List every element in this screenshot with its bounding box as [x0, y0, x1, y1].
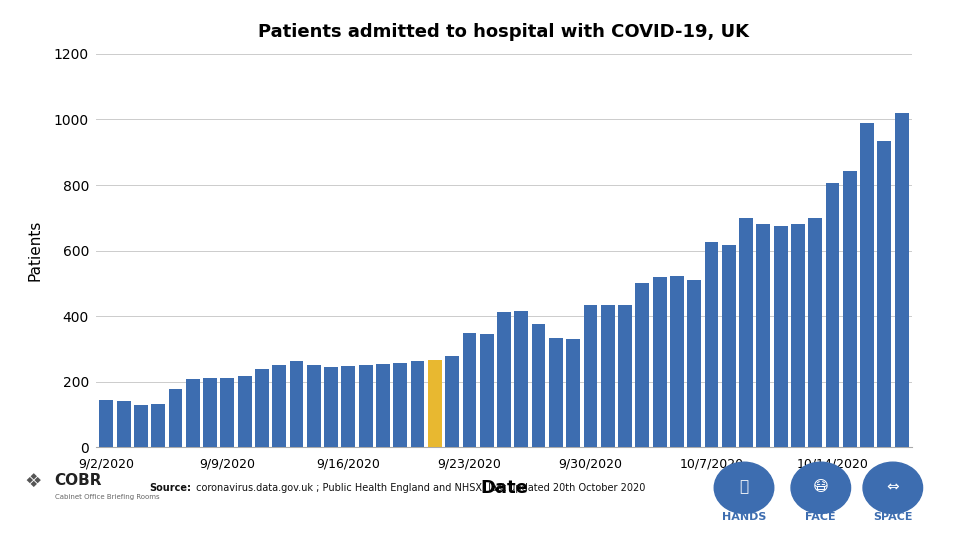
Bar: [204, 377, 217, 447]
Text: FACE: FACE: [805, 512, 836, 522]
Bar: [860, 123, 874, 447]
Text: 👋: 👋: [739, 479, 749, 494]
Bar: [566, 339, 580, 447]
Text: Cabinet Office Briefing Rooms: Cabinet Office Briefing Rooms: [55, 494, 159, 500]
Bar: [653, 277, 666, 447]
Bar: [359, 365, 372, 447]
Bar: [687, 280, 701, 447]
Bar: [342, 366, 355, 447]
Bar: [808, 218, 822, 447]
Bar: [532, 324, 545, 447]
Text: ❖: ❖: [24, 472, 41, 490]
Bar: [670, 276, 684, 447]
Y-axis label: Patients: Patients: [28, 220, 43, 281]
Bar: [152, 404, 165, 447]
Bar: [895, 113, 908, 447]
Bar: [169, 389, 182, 447]
Bar: [843, 171, 856, 447]
Bar: [134, 405, 148, 447]
Text: ⇔: ⇔: [886, 479, 900, 494]
Bar: [877, 141, 891, 447]
Bar: [722, 245, 735, 447]
Bar: [394, 363, 407, 447]
Text: HANDS: HANDS: [722, 512, 766, 522]
Bar: [273, 365, 286, 447]
Bar: [480, 334, 493, 447]
Bar: [376, 364, 390, 447]
Bar: [445, 356, 459, 447]
Title: Patients admitted to hospital with COVID-19, UK: Patients admitted to hospital with COVID…: [258, 23, 750, 41]
Text: COBR: COBR: [55, 473, 102, 488]
Bar: [636, 284, 649, 447]
Bar: [428, 361, 442, 447]
Bar: [791, 224, 804, 447]
Text: 😷: 😷: [813, 479, 828, 494]
Text: coronavirus.data.gov.uk ; Public Health England and NHSX, last updated 20th Octo: coronavirus.data.gov.uk ; Public Health …: [193, 483, 645, 493]
Bar: [774, 226, 787, 447]
Bar: [584, 305, 597, 447]
Bar: [221, 377, 234, 447]
Bar: [324, 367, 338, 447]
Bar: [756, 224, 770, 447]
Bar: [497, 312, 511, 447]
Bar: [100, 400, 113, 447]
Bar: [515, 312, 528, 447]
Text: Source:: Source:: [149, 483, 191, 493]
Bar: [739, 218, 753, 447]
Bar: [826, 183, 839, 447]
Bar: [549, 337, 563, 447]
Bar: [186, 378, 200, 447]
Bar: [601, 306, 614, 447]
Bar: [307, 365, 321, 447]
Bar: [117, 401, 131, 447]
Bar: [290, 362, 303, 447]
Text: SPACE: SPACE: [873, 512, 913, 522]
Bar: [255, 369, 269, 447]
X-axis label: Date: Date: [480, 479, 528, 497]
Bar: [411, 362, 424, 447]
Bar: [238, 376, 252, 447]
Bar: [463, 333, 476, 447]
Bar: [618, 305, 632, 447]
Bar: [705, 243, 718, 447]
